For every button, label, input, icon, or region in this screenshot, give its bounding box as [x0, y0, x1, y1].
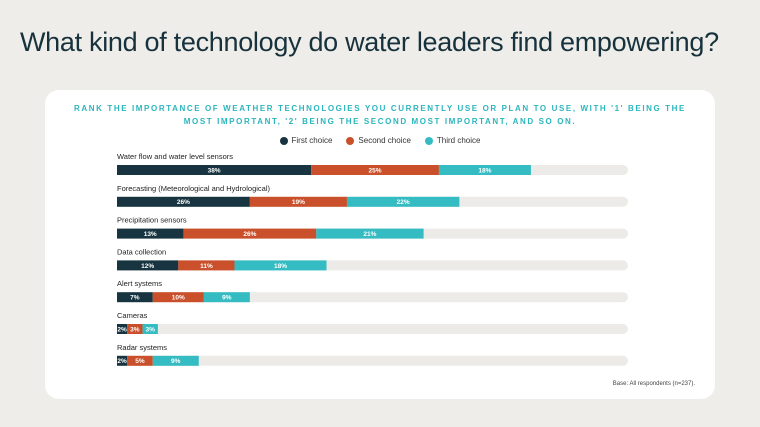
category-label-cameras: Cameras — [117, 311, 148, 320]
bar-precipitation-sensors-third-choice — [316, 228, 424, 239]
bar-alert-systems-first-choice — [117, 292, 153, 303]
chart-subtitle-line-2: most important, '2' being the second mos… — [183, 117, 577, 126]
bar-precipitation-sensors-second-choice — [183, 228, 317, 239]
data-label-water-flow-and-water-level-sensors-second-choice: 25% — [369, 167, 382, 174]
bar-water-flow-and-water-level-sensors-first-choice — [117, 165, 312, 175]
category-label-water-flow-and-water-level-sensors: Water flow and water level sensors — [117, 152, 233, 161]
bar-radar-systems-third-choice — [152, 355, 199, 366]
category-label-radar-systems: Radar systems — [117, 343, 167, 352]
data-label-data-collection-third-choice: 18% — [274, 263, 287, 270]
category-label-forecasting-meteorological-and-hydrological: Forecasting (Meteorological and Hydrolog… — [117, 184, 270, 193]
bar-forecasting-meteorological-and-hydrological-first-choice — [117, 196, 250, 207]
bar-cameras-first-choice — [117, 324, 128, 334]
legend-swatch-second-choice — [346, 136, 355, 145]
data-label-alert-systems-third-choice: 9% — [222, 295, 232, 302]
data-label-water-flow-and-water-level-sensors-third-choice: 18% — [478, 167, 491, 174]
category-label-precipitation-sensors: Precipitation sensors — [117, 216, 187, 225]
chart-legend: First choice Second choice Third choice — [45, 136, 715, 145]
legend-label-third-choice: Third choice — [436, 136, 481, 145]
legend-item-first-choice: First choice — [279, 136, 333, 145]
legend-label-first-choice: First choice — [291, 136, 333, 145]
bar-data-collection-first-choice — [117, 260, 179, 271]
data-label-precipitation-sensors-third-choice: 21% — [363, 231, 376, 238]
data-label-cameras-second-choice: 3% — [130, 326, 140, 333]
bar-cameras-third-choice — [142, 324, 158, 334]
data-label-cameras-third-choice: 3% — [146, 326, 156, 333]
bar-forecasting-meteorological-and-hydrological-second-choice — [249, 196, 347, 207]
bar-water-flow-and-water-level-sensors-third-choice — [438, 165, 531, 175]
legend-label-second-choice: Second choice — [358, 136, 411, 145]
data-label-alert-systems-second-choice: 10% — [172, 295, 185, 302]
category-label-alert-systems: Alert systems — [117, 279, 162, 288]
bar-data-collection-second-choice — [178, 260, 235, 271]
bar-cameras-second-choice — [127, 324, 143, 334]
bar-forecasting-meteorological-and-hydrological-third-choice — [346, 196, 460, 207]
data-label-precipitation-sensors-second-choice: 26% — [243, 231, 256, 238]
stacked-bar-chart: Water flow and water level sensors 38% 25%… — [117, 152, 628, 366]
data-label-radar-systems-first-choice: 2% — [117, 358, 127, 365]
data-label-forecasting-meteorological-and-hydrological-third-choice: 22% — [397, 199, 410, 206]
chart-subtitle-line-1: Rank the importance of weather technolog… — [74, 104, 686, 113]
page-title: What kind of technology do water leaders… — [20, 27, 719, 57]
data-label-radar-systems-third-choice: 9% — [171, 358, 181, 365]
data-label-water-flow-and-water-level-sensors-first-choice: 38% — [208, 167, 221, 174]
data-label-data-collection-second-choice: 11% — [200, 263, 213, 270]
data-label-cameras-first-choice: 2% — [117, 326, 127, 333]
base-footnote: Base: All respondents (n=237). — [612, 381, 695, 387]
data-label-forecasting-meteorological-and-hydrological-first-choice: 26% — [177, 199, 190, 206]
bar-precipitation-sensors-first-choice — [117, 228, 184, 239]
data-label-alert-systems-first-choice: 7% — [130, 295, 140, 302]
data-label-precipitation-sensors-first-choice: 13% — [144, 231, 157, 238]
legend-item-third-choice: Third choice — [424, 136, 481, 145]
data-label-forecasting-meteorological-and-hydrological-second-choice: 19% — [292, 199, 305, 206]
chart-subtitle: Rank the importance of weather technolog… — [45, 102, 715, 128]
bar-track-radar-systems — [117, 355, 628, 366]
legend-item-second-choice: Second choice — [346, 136, 411, 145]
bar-track-cameras — [117, 324, 628, 334]
bar-water-flow-and-water-level-sensors-second-choice — [311, 165, 439, 175]
bar-alert-systems-second-choice — [152, 292, 204, 303]
chart-card: Rank the importance of weather technolog… — [45, 90, 715, 399]
bar-radar-systems-first-choice — [117, 355, 128, 366]
bar-radar-systems-second-choice — [127, 355, 153, 366]
data-label-data-collection-first-choice: 12% — [141, 263, 154, 270]
legend-swatch-first-choice — [279, 136, 288, 145]
bar-alert-systems-third-choice — [203, 292, 250, 303]
legend-swatch-third-choice — [424, 136, 433, 145]
data-label-radar-systems-second-choice: 5% — [135, 358, 145, 365]
category-label-data-collection: Data collection — [117, 247, 166, 256]
bar-data-collection-third-choice — [234, 260, 327, 271]
